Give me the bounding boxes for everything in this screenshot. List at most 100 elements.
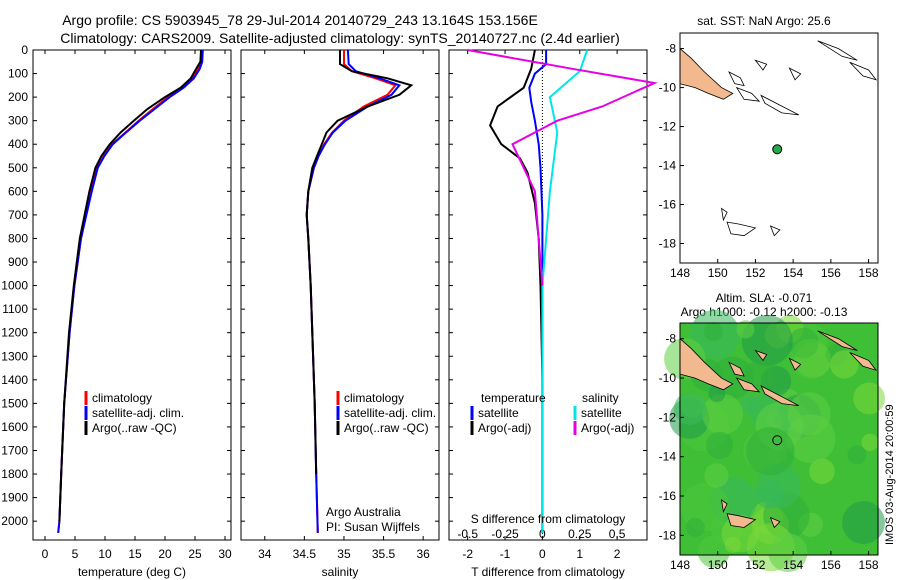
sla-patch (704, 463, 729, 488)
x-top-tick-label: 0.25 (568, 527, 592, 541)
sla-patch (768, 533, 808, 573)
temperature-axis-label: temperature (deg C) (78, 565, 186, 579)
island-outline (849, 61, 878, 81)
credit-line2: PI: Susan Wijffels (326, 520, 420, 534)
sla-patch (745, 359, 776, 390)
legend-label-t-argo: Argo(-adj) (478, 421, 531, 435)
x-tick-label: 0 (539, 547, 546, 561)
map-frame (679, 322, 879, 556)
island-outline (735, 86, 761, 102)
map-lon-tick-label: 154 (783, 558, 803, 572)
argo-float-marker (772, 435, 783, 446)
x-tick-label: 25 (188, 547, 202, 561)
land-new-guinea (679, 47, 734, 100)
island-outline (788, 357, 802, 371)
figure-title-line2: Climatology: CARS2009. Satellite-adjuste… (60, 30, 620, 46)
x-tick-label: 30 (218, 547, 232, 561)
sst-map-title: sat. SST: NaN Argo: 25.6 (697, 14, 831, 28)
legend-label-argo: Argo(..raw -QC) (344, 421, 429, 435)
sst-map: 148 150 152 154 156 158 -8 -10 -12 -14 -16 -18 (659, 32, 879, 280)
x-tick-label: 34 (258, 547, 272, 561)
s-difference-axis-label: S difference from climatology (471, 512, 626, 526)
legend-label-climatology: climatology (92, 391, 152, 405)
legend-label-satellite: satellite-adj. clim. (344, 406, 436, 420)
sla-patch (853, 382, 886, 415)
map-lon-tick-label: 152 (745, 558, 765, 572)
depth-tick-label: 2000 (1, 514, 28, 528)
credit-line1: Argo Australia (326, 505, 401, 519)
sla-patch (861, 433, 879, 451)
map-lon-tick-label: 156 (821, 266, 841, 280)
x-tick-label: 1 (576, 547, 583, 561)
map-lon-tick-label: 150 (708, 266, 728, 280)
depth-tick-label: 1900 (1, 491, 28, 505)
x-tick-label: -1 (500, 547, 511, 561)
argo-float-marker (772, 144, 783, 155)
sla-patch (697, 535, 730, 568)
sla-patch (809, 458, 835, 485)
depth-tick-label: 700 (8, 208, 28, 222)
map-lat-tick-label: -16 (659, 198, 677, 212)
island-outline (817, 40, 858, 61)
x-tick-label: 35.5 (372, 547, 396, 561)
legend-label-argo: Argo(..raw -QC) (92, 421, 177, 435)
depth-axis: 0 100 200 300 400 500 600 700 800 900 1000 1100 1200… (1, 43, 647, 528)
island-outline (760, 94, 799, 116)
island-outline (769, 225, 781, 237)
x-tick-label: 5 (72, 547, 79, 561)
x-tick-label: 15 (128, 547, 142, 561)
sla-patch (703, 322, 723, 342)
x-tick-label: 2 (614, 547, 621, 561)
x-top-tick-label: 0.5 (609, 527, 626, 541)
depth-tick-label: 1700 (1, 443, 28, 457)
depth-tick-label: 1400 (1, 373, 28, 387)
depth-tick-label: 400 (8, 137, 28, 151)
temperature-panel: 0 5 10 15 20 25 30 (42, 49, 232, 561)
legend-label-t-satellite: satellite (478, 406, 519, 420)
map-lon-tick-label: 152 (745, 266, 765, 280)
map-lon-tick-label: 158 (859, 558, 879, 572)
map-lat-tick-label: -16 (659, 489, 677, 503)
temperature-legend: climatology satellite-adj. clim. Argo(..… (84, 391, 184, 435)
legend-label-s-satellite: satellite (581, 406, 622, 420)
depth-tick-label: 1500 (1, 396, 28, 410)
salinity-legend: climatology satellite-adj. clim. Argo(..… (336, 391, 436, 435)
sla-patch (736, 320, 755, 339)
map-lat-tick-label: -12 (659, 120, 677, 134)
depth-tick-label: 1600 (1, 420, 28, 434)
depth-tick-label: 1200 (1, 326, 28, 340)
island-outline (849, 352, 878, 371)
series-line-argo-raw-qc- (58, 49, 202, 522)
sla-patch (830, 350, 859, 379)
legend-label-satellite: satellite-adj. clim. (92, 406, 184, 420)
map-lon-tick-label: 154 (783, 266, 803, 280)
depth-tick-label: 1800 (1, 467, 28, 481)
series-line-satellite (528, 50, 548, 533)
t-difference-axis-label: T difference from climatology (471, 565, 625, 579)
island-outline (726, 513, 757, 528)
series-line-satellite (541, 49, 589, 533)
x-tick-label: 20 (158, 547, 172, 561)
sla-patch (790, 338, 831, 379)
depth-tick-label: 1000 (1, 279, 28, 293)
salinity-axis-label: salinity (322, 565, 359, 579)
depth-tick-label: 900 (8, 255, 28, 269)
series-line-climatology (57, 49, 204, 534)
map-lat-tick-label: -18 (659, 237, 677, 251)
depth-tick-label: 1100 (2, 302, 28, 316)
x-tick-label: 10 (98, 547, 112, 561)
island-outline (788, 67, 802, 81)
map-lat-tick-label: -14 (659, 159, 677, 173)
island-outline (754, 349, 768, 362)
depth-tick-label: 100 (8, 67, 28, 81)
series-line-climatology (305, 50, 398, 533)
map-frame (679, 32, 879, 264)
x-tick-label: -2 (462, 547, 473, 561)
land-new-guinea (679, 337, 734, 391)
sla-patch (741, 314, 793, 367)
sla-map-title-line1: Altim. SLA: -0.071 (716, 291, 813, 305)
map-lon-tick-label: 148 (670, 558, 690, 572)
sla-map: 148 150 152 154 156 158 -8 -10 -12 -14 -16 -18 (659, 309, 886, 573)
